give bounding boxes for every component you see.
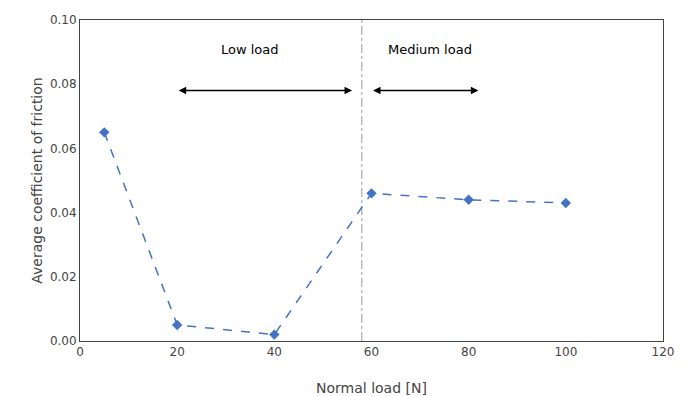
svg-text:80: 80: [461, 345, 476, 359]
svg-text:0.04: 0.04: [50, 206, 77, 220]
svg-text:120: 120: [652, 345, 675, 359]
svg-text:0.02: 0.02: [50, 270, 77, 284]
svg-text:0.08: 0.08: [50, 77, 77, 91]
svg-text:0: 0: [76, 345, 84, 359]
svg-text:0.00: 0.00: [50, 334, 77, 348]
svg-text:0.06: 0.06: [50, 142, 77, 156]
svg-text:Average coefficient of frictio: Average coefficient of friction: [29, 77, 45, 283]
svg-text:Medium load: Medium load: [388, 42, 472, 57]
svg-text:Normal load [N]: Normal load [N]: [316, 380, 427, 396]
svg-text:20: 20: [170, 345, 185, 359]
svg-text:0.10: 0.10: [50, 13, 77, 27]
svg-text:60: 60: [364, 345, 379, 359]
svg-text:100: 100: [554, 345, 577, 359]
svg-text:40: 40: [267, 345, 282, 359]
svg-text:Low load: Low load: [221, 42, 279, 57]
